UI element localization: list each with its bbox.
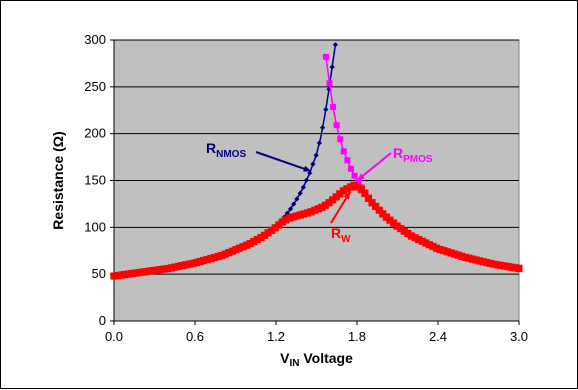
y-tick-label: 50 [92, 266, 106, 281]
y-tick-label: 0 [99, 313, 106, 328]
annotation-arrowhead [303, 165, 312, 172]
annotation-label-main: R [206, 140, 216, 156]
y-tick-label: 300 [84, 32, 106, 47]
annotation-pmos: RPMOS [356, 145, 433, 182]
data-point [337, 136, 344, 143]
data-point [357, 186, 365, 194]
data-point [287, 206, 294, 212]
data-point [303, 177, 310, 183]
data-point [297, 190, 303, 196]
data-point [347, 165, 354, 172]
data-point [344, 157, 351, 164]
gridlines [113, 39, 519, 322]
data-point [515, 264, 523, 273]
annotation-label-sub: NMOS [216, 149, 246, 160]
x-axis-label-main: V [280, 350, 290, 366]
annotation-label-sub: W [341, 234, 351, 245]
annotation-nmos: RNMOS [206, 140, 312, 173]
y-axis-ticks: 0 50 100 150 200 250 300 [84, 32, 114, 328]
y-tick-label: 250 [84, 79, 106, 94]
annotation-label-main: R [393, 145, 403, 161]
annotation-label-main: R [331, 225, 341, 241]
x-axis-ticks: 0.0 0.6 1.2 1.8 2.4 3.0 [105, 321, 528, 344]
data-point [375, 206, 383, 214]
x-tick-label: 1.2 [267, 329, 285, 344]
data-point [326, 80, 333, 87]
annotation-label: RPMOS [393, 145, 433, 165]
data-point [351, 172, 358, 179]
x-tick-label: 0.0 [105, 329, 123, 344]
y-tick-label: 150 [84, 173, 106, 188]
x-axis-label: VIN Voltage [280, 350, 353, 369]
annotation-arrowhead [343, 191, 351, 200]
data-point [291, 201, 297, 207]
data-point [329, 64, 335, 70]
x-tick-label: 0.6 [186, 329, 204, 344]
x-axis-label-sub: IN [289, 358, 299, 369]
annotation-arrow [255, 151, 312, 173]
data-point [316, 140, 322, 146]
data-point [355, 179, 362, 186]
data-point [307, 170, 313, 176]
data-point [322, 53, 329, 60]
data-point [284, 210, 290, 216]
annotation-label: RW [331, 225, 351, 245]
data-point [330, 103, 337, 110]
data-point [333, 122, 340, 129]
data-point [364, 194, 373, 202]
data-point [319, 125, 326, 131]
annotation-arrowhead [357, 173, 365, 181]
x-tick-label: 3.0 [510, 329, 528, 344]
data-point [340, 148, 347, 155]
annotation-w: RW [330, 191, 351, 245]
y-axis-label: Resistance (Ω) [50, 131, 66, 229]
y-tick-label: 100 [84, 219, 106, 234]
data-point [310, 161, 316, 167]
x-axis-label-rest: Voltage [299, 350, 353, 366]
annotation-label: RNMOS [206, 140, 246, 160]
data-point [294, 196, 300, 202]
series-r-w [110, 181, 523, 280]
data-point [361, 189, 369, 197]
data-point [313, 152, 319, 158]
x-tick-label: 1.8 [348, 329, 366, 344]
series-layer [110, 42, 523, 280]
annotation-label-sub: PMOS [403, 154, 433, 165]
y-tick-label: 200 [84, 126, 106, 141]
data-point [323, 106, 329, 113]
data-point [300, 184, 306, 190]
data-point [332, 42, 338, 48]
data-point [368, 199, 376, 207]
data-point [372, 202, 380, 211]
x-tick-label: 2.4 [429, 329, 447, 344]
